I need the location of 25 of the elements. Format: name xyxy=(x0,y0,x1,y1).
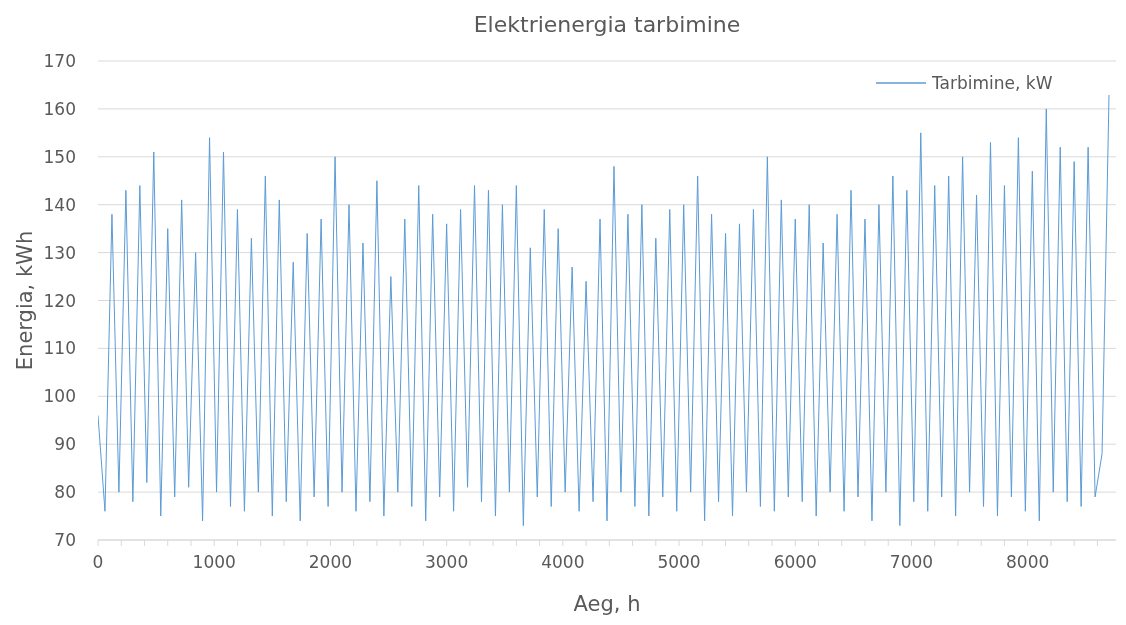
y-tick-label: 140 xyxy=(43,194,76,215)
x-tick-label: 2000 xyxy=(308,552,353,572)
x-tick-label: 1000 xyxy=(192,552,236,572)
y-tick-label: 160 xyxy=(43,98,76,119)
y-tick-label: 130 xyxy=(43,242,76,263)
y-tick-label: 110 xyxy=(43,338,76,359)
legend-label: Tarbimine, kW xyxy=(931,73,1053,93)
x-axis-title: Aeg, h xyxy=(573,592,641,616)
y-tick-label: 100 xyxy=(43,386,76,407)
x-tick-label: 4000 xyxy=(541,552,585,572)
y-tick-label: 120 xyxy=(43,290,76,311)
x-tick-label: 0 xyxy=(92,552,104,572)
line-series xyxy=(98,94,1110,527)
y-tick-label: 70 xyxy=(54,530,76,550)
y-tick-label: 80 xyxy=(54,482,76,503)
y-tick-label: 170 xyxy=(43,51,76,71)
x-tick-label: 6000 xyxy=(773,552,817,572)
chart-title: Elektrienergia tarbimine xyxy=(473,12,741,37)
x-tick-label: 3000 xyxy=(425,552,469,572)
y-tick-label: 90 xyxy=(54,434,76,455)
x-tick-label: 8000 xyxy=(1006,552,1050,572)
y-tick-label: 150 xyxy=(43,146,76,167)
y-axis-title: Energia, kWh xyxy=(13,230,37,371)
x-tick-label: 5000 xyxy=(657,552,701,572)
x-tick-label: 7000 xyxy=(889,552,934,572)
